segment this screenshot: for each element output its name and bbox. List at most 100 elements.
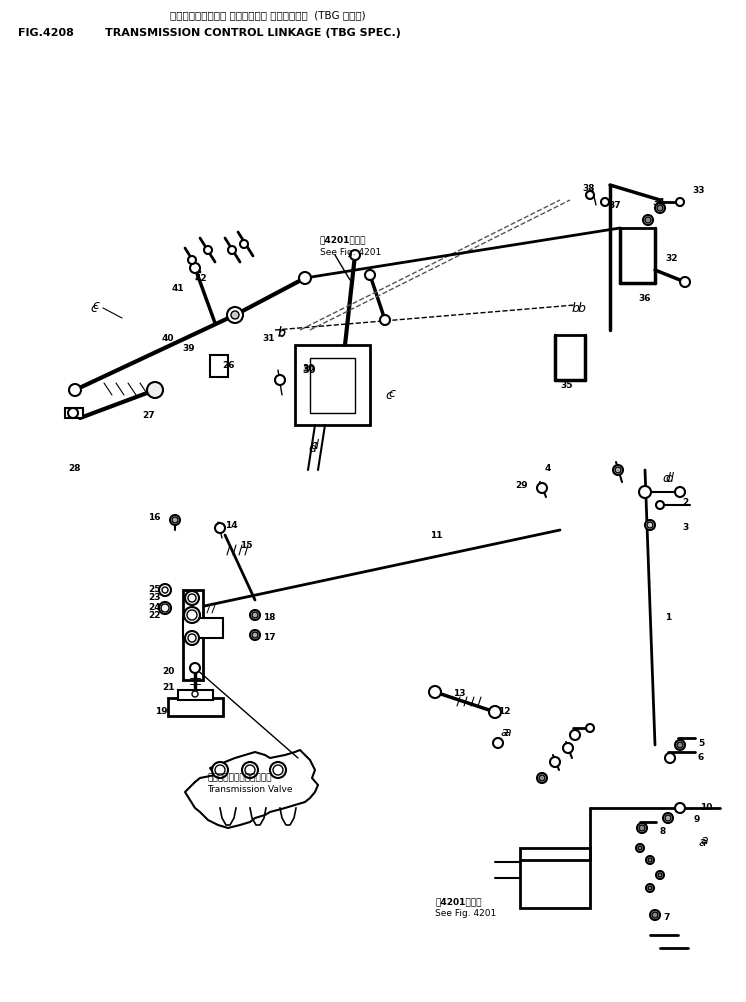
Text: c: c (90, 302, 97, 315)
Circle shape (270, 762, 286, 778)
Text: 1: 1 (665, 613, 671, 622)
Circle shape (159, 584, 171, 596)
Circle shape (639, 825, 645, 831)
Circle shape (563, 743, 573, 753)
Circle shape (172, 517, 178, 523)
Text: 19: 19 (155, 707, 168, 716)
Text: トランスミッションバルブ: トランスミッションバルブ (207, 774, 272, 783)
Text: b: b (278, 326, 286, 339)
Circle shape (638, 846, 642, 850)
Circle shape (570, 730, 580, 740)
Circle shape (187, 610, 197, 620)
Circle shape (159, 602, 171, 614)
Circle shape (586, 191, 594, 199)
Circle shape (275, 375, 285, 385)
Bar (210, 355, 228, 377)
Text: 27: 27 (142, 411, 154, 420)
Text: 10: 10 (700, 804, 712, 813)
Circle shape (537, 773, 547, 783)
Text: 15: 15 (240, 540, 252, 549)
Bar (555, 335, 585, 380)
Circle shape (185, 591, 199, 605)
Circle shape (648, 858, 652, 862)
Circle shape (675, 487, 685, 497)
Bar (620, 228, 655, 283)
Circle shape (645, 217, 651, 223)
Circle shape (69, 384, 81, 396)
Text: 14: 14 (225, 520, 238, 529)
Text: Transmission Valve: Transmission Valve (207, 786, 292, 795)
Text: a: a (500, 725, 507, 738)
Circle shape (299, 272, 311, 284)
Circle shape (227, 307, 243, 323)
Text: 4: 4 (545, 464, 551, 473)
Circle shape (665, 753, 675, 763)
Circle shape (365, 270, 375, 280)
Text: 5: 5 (698, 738, 704, 747)
Text: FIG.4208: FIG.4208 (18, 28, 74, 38)
Text: See Fig. 4201: See Fig. 4201 (435, 910, 496, 919)
Circle shape (250, 630, 260, 640)
Circle shape (170, 515, 180, 525)
Text: d: d (662, 472, 670, 485)
Bar (520, 848, 590, 908)
Circle shape (185, 631, 199, 645)
Circle shape (636, 844, 644, 852)
Text: 26: 26 (222, 361, 234, 370)
Text: 28: 28 (68, 464, 81, 473)
Text: 13: 13 (453, 688, 466, 697)
Text: d: d (310, 439, 318, 452)
Circle shape (242, 762, 258, 778)
Circle shape (215, 765, 225, 775)
Text: 17: 17 (263, 633, 275, 642)
Circle shape (68, 408, 78, 418)
Circle shape (675, 803, 685, 813)
Circle shape (646, 884, 654, 892)
Circle shape (675, 740, 685, 750)
Circle shape (188, 256, 196, 264)
Text: 40: 40 (162, 334, 175, 343)
Text: 41: 41 (172, 284, 184, 293)
Circle shape (658, 873, 662, 877)
Text: 31: 31 (262, 334, 275, 343)
Text: 30: 30 (302, 365, 316, 375)
Circle shape (586, 724, 594, 732)
Circle shape (212, 762, 228, 778)
Text: 24: 24 (148, 603, 160, 612)
Circle shape (655, 203, 665, 213)
Text: d: d (665, 472, 673, 485)
Text: 37: 37 (608, 200, 621, 209)
Circle shape (648, 886, 652, 890)
Bar (65, 408, 83, 418)
Text: 7: 7 (663, 913, 669, 922)
Text: 32: 32 (665, 254, 677, 263)
Circle shape (188, 594, 196, 602)
Circle shape (489, 706, 501, 718)
Bar (168, 698, 223, 716)
Text: 21: 21 (162, 683, 175, 692)
Circle shape (647, 522, 653, 528)
Text: 3: 3 (682, 523, 689, 532)
Bar (183, 618, 223, 638)
Text: 16: 16 (148, 513, 160, 522)
Circle shape (162, 587, 168, 593)
Text: c: c (385, 389, 392, 402)
Circle shape (646, 856, 654, 864)
Circle shape (493, 738, 503, 748)
Text: 22: 22 (148, 610, 160, 619)
Circle shape (643, 215, 653, 225)
Text: b: b (572, 302, 580, 315)
Circle shape (677, 742, 683, 748)
Text: 18: 18 (263, 612, 275, 621)
Circle shape (657, 205, 663, 211)
Circle shape (245, 765, 255, 775)
Text: 36: 36 (638, 294, 651, 303)
Text: 34: 34 (652, 197, 665, 206)
Text: c: c (388, 387, 395, 400)
Bar (310, 358, 355, 413)
Circle shape (637, 823, 647, 833)
Circle shape (350, 250, 360, 260)
Circle shape (228, 246, 236, 254)
Circle shape (190, 263, 200, 273)
Circle shape (204, 246, 212, 254)
